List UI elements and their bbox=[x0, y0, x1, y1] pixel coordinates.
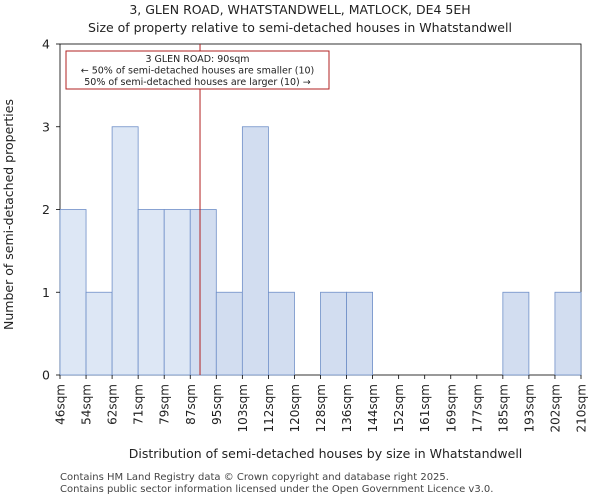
x-tick-label-161sqm: 161sqm bbox=[418, 384, 432, 432]
bar-103sqm bbox=[241, 126, 269, 376]
histogram-chart: 0 1 2 3 4 46sqm 54sqm 62sqm 71sqm 79sqm 87sqm 95sqm… bbox=[1, 37, 589, 462]
bar-185sqm bbox=[502, 291, 530, 376]
x-tick-label-112sqm: 112sqm bbox=[262, 384, 276, 432]
x-tick-label-185sqm: 185sqm bbox=[496, 384, 510, 432]
footer-line-2: Contains public sector information licen… bbox=[60, 484, 494, 495]
annotation-line-2: ← 50% of semi-detached houses are smalle… bbox=[81, 66, 315, 77]
bar-62sqm bbox=[111, 126, 139, 376]
x-tick-label-128sqm: 128sqm bbox=[314, 384, 328, 432]
x-tick-label-177sqm: 177sqm bbox=[470, 384, 484, 432]
x-tick-label-62sqm: 62sqm bbox=[106, 384, 120, 425]
y-tick-label-0: 0 bbox=[42, 368, 50, 383]
bar-54sqm bbox=[85, 291, 113, 376]
annotation-box bbox=[65, 50, 330, 90]
x-tick-label-144sqm: 144sqm bbox=[366, 384, 380, 432]
x-tick-label-202sqm: 202sqm bbox=[548, 384, 562, 432]
y-tick-label-3: 3 bbox=[42, 119, 50, 134]
x-tick-label-46sqm: 46sqm bbox=[54, 384, 68, 425]
bar-79sqm bbox=[163, 209, 191, 376]
bar-202sqm bbox=[554, 291, 582, 376]
bar-71sqm bbox=[137, 209, 165, 376]
bar-46sqm bbox=[59, 209, 87, 376]
annotation-line-1: 3 GLEN ROAD: 90sqm bbox=[145, 54, 249, 65]
annotation-line-3: 50% of semi-detached houses are larger (… bbox=[84, 77, 311, 88]
bar-128sqm bbox=[320, 291, 347, 376]
x-tick-label-136sqm: 136sqm bbox=[340, 384, 354, 432]
y-tick-label-2: 2 bbox=[42, 202, 50, 217]
x-tick-label-54sqm: 54sqm bbox=[80, 384, 94, 425]
x-axis-label: Distribution of semi-detached houses by … bbox=[129, 446, 523, 461]
y-axis-label: Number of semi-detached properties bbox=[1, 99, 16, 330]
x-tick-label-71sqm: 71sqm bbox=[132, 384, 146, 425]
x-tick-label-169sqm: 169sqm bbox=[444, 384, 458, 432]
x-tick-label-95sqm: 95sqm bbox=[210, 384, 224, 425]
footer-line-1: Contains HM Land Registry data © Crown c… bbox=[60, 472, 449, 483]
x-tick-label-87sqm: 87sqm bbox=[184, 384, 198, 425]
chart-subtitle: Size of property relative to semi-detach… bbox=[88, 20, 512, 35]
y-tick-label-4: 4 bbox=[42, 37, 50, 52]
bar-87sqm bbox=[189, 209, 217, 376]
bar-136sqm bbox=[346, 291, 373, 376]
bar-112sqm bbox=[267, 291, 295, 376]
chart-title: 3, GLEN ROAD, WHATSTANDWELL, MATLOCK, DE… bbox=[129, 2, 471, 17]
x-tick-label-79sqm: 79sqm bbox=[158, 384, 172, 425]
x-tick-label-193sqm: 193sqm bbox=[522, 384, 536, 432]
x-tick-label-152sqm: 152sqm bbox=[392, 384, 406, 432]
y-tick-label-1: 1 bbox=[42, 285, 50, 300]
x-tick-label-103sqm: 103sqm bbox=[236, 384, 250, 432]
x-tick-label-120sqm: 120sqm bbox=[288, 384, 302, 432]
x-tick-label-210sqm: 210sqm bbox=[575, 384, 589, 432]
bar-95sqm bbox=[215, 291, 243, 376]
